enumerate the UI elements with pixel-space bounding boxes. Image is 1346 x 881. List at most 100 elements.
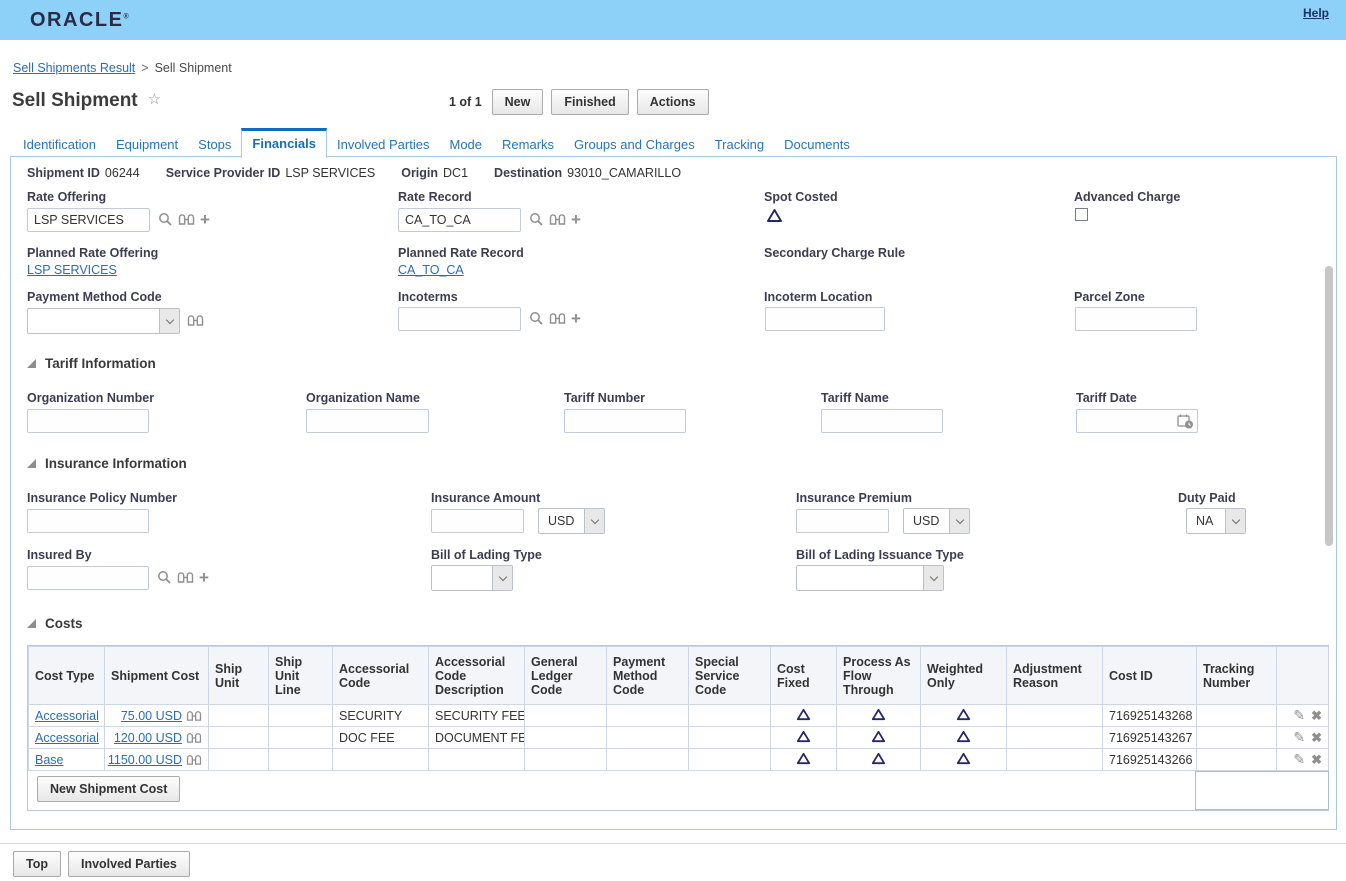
finished-button[interactable]: Finished	[551, 89, 629, 115]
spot-costed-tri-state-icon[interactable]	[766, 208, 783, 223]
delete-icon[interactable]: ✖	[1311, 751, 1322, 767]
organization-name-label: Organization Name	[306, 391, 420, 405]
tariff-name-input[interactable]	[821, 409, 943, 433]
finder-icon[interactable]	[186, 732, 202, 744]
add-icon[interactable]: +	[571, 209, 581, 229]
organization-name-input[interactable]	[306, 409, 429, 433]
actions-button[interactable]: Actions	[636, 89, 709, 115]
insurance-policy-number-input[interactable]	[27, 509, 149, 533]
tab-documents[interactable]: Documents	[784, 137, 850, 152]
cost-fixed-tri-state-icon[interactable]	[796, 708, 811, 724]
chevron-down-icon[interactable]	[159, 309, 179, 333]
finder-icon[interactable]	[178, 213, 195, 226]
shipment-cost-link[interactable]: 1150.00 USD	[107, 752, 182, 767]
star-icon[interactable]: ☆	[147, 91, 162, 108]
weighted-only-tri-state-icon[interactable]	[956, 730, 971, 746]
parcel-zone-input[interactable]	[1075, 307, 1197, 331]
search-icon[interactable]	[158, 212, 173, 227]
top-button[interactable]: Top	[13, 851, 61, 877]
tab-remarks[interactable]: Remarks	[502, 137, 555, 152]
collapse-triangle-icon[interactable]	[27, 459, 36, 468]
collapse-triangle-icon[interactable]	[27, 619, 36, 628]
flow-through-tri-state-icon[interactable]	[871, 752, 886, 768]
payment-method-code-select[interactable]	[27, 308, 180, 334]
search-icon[interactable]	[157, 570, 172, 585]
tab-involved-parties[interactable]: Involved Parties	[336, 137, 430, 152]
flow-through-tri-state-icon[interactable]	[871, 708, 886, 724]
finder-icon[interactable]	[186, 754, 202, 766]
search-icon[interactable]	[529, 311, 544, 326]
delete-icon[interactable]: ✖	[1311, 707, 1322, 723]
insurance-amount-currency-select[interactable]: USD	[538, 508, 605, 534]
insurance-section-header[interactable]: Insurance Information	[27, 456, 187, 471]
add-icon[interactable]: +	[571, 308, 581, 328]
breadcrumb-link-sell-shipments-result[interactable]: Sell Shipments Result	[13, 61, 136, 75]
collapse-triangle-icon[interactable]	[27, 359, 36, 368]
incoterms-input[interactable]	[398, 307, 521, 331]
cost-type-link[interactable]: Accessorial	[35, 708, 99, 723]
new-shipment-cost-button[interactable]: New Shipment Cost	[37, 776, 181, 802]
tab-financials[interactable]: Financials	[241, 128, 327, 158]
incoterm-location-input[interactable]	[765, 307, 885, 331]
edit-icon[interactable]: ✎	[1293, 729, 1306, 745]
tab-groups-and-charges[interactable]: Groups and Charges	[574, 137, 695, 152]
chevron-down-icon[interactable]	[923, 566, 943, 590]
tab-mode[interactable]: Mode	[449, 137, 483, 152]
planned-rate-offering-link[interactable]: LSP SERVICES	[27, 263, 117, 277]
rate-offering-input[interactable]	[27, 208, 150, 232]
table-footer-box	[1195, 771, 1329, 810]
tab-stops[interactable]: Stops	[198, 137, 232, 152]
tab-equipment[interactable]: Equipment	[116, 137, 179, 152]
finder-icon[interactable]	[549, 213, 566, 226]
calendar-icon[interactable]	[1177, 413, 1194, 429]
vertical-scrollbar[interactable]	[1325, 266, 1333, 546]
weighted-only-tri-state-icon[interactable]	[956, 708, 971, 724]
cost-type-link[interactable]: Accessorial	[35, 730, 99, 745]
organization-number-input[interactable]	[27, 409, 149, 433]
insurance-premium-input[interactable]	[796, 509, 889, 533]
add-icon[interactable]: +	[199, 567, 209, 587]
edit-icon[interactable]: ✎	[1293, 707, 1306, 723]
planned-rate-record-link[interactable]: CA_TO_CA	[398, 263, 464, 277]
help-link[interactable]: Help	[1302, 6, 1329, 20]
bill-of-lading-issuance-type-select[interactable]	[796, 565, 944, 591]
chevron-down-icon[interactable]	[1225, 509, 1245, 533]
chevron-down-icon[interactable]	[492, 566, 512, 590]
cost-type-link[interactable]: Base	[35, 752, 64, 767]
finder-icon[interactable]	[186, 710, 202, 722]
shipment-cost-link[interactable]: 120.00 USD	[113, 730, 182, 745]
insured-by-input[interactable]	[27, 566, 149, 590]
bill-of-lading-type-select[interactable]	[431, 565, 513, 591]
tab-identification[interactable]: Identification	[23, 137, 96, 152]
finder-icon[interactable]	[549, 312, 566, 325]
chevron-down-icon[interactable]	[584, 509, 604, 533]
advanced-charge-checkbox[interactable]	[1075, 208, 1088, 221]
tariff-section-header[interactable]: Tariff Information	[27, 356, 156, 371]
col-shipment-cost: Shipment Cost	[104, 646, 209, 705]
search-icon[interactable]	[529, 212, 544, 227]
tariff-number-input[interactable]	[564, 409, 686, 433]
finder-icon[interactable]	[177, 571, 194, 584]
cost-fixed-tri-state-icon[interactable]	[796, 752, 811, 768]
weighted-only-tri-state-icon[interactable]	[956, 752, 971, 768]
insured-by-label: Insured By	[27, 548, 92, 562]
top-bar: ORACLE® Help	[0, 0, 1346, 40]
tab-tracking[interactable]: Tracking	[714, 137, 765, 152]
finder-icon[interactable]	[187, 314, 204, 327]
involved-parties-button[interactable]: Involved Parties	[67, 851, 190, 877]
insurance-premium-currency-select[interactable]: USD	[903, 508, 970, 534]
new-button[interactable]: New	[491, 89, 544, 115]
service-provider-value: LSP SERVICES	[285, 166, 376, 180]
rate-record-input[interactable]	[398, 208, 521, 232]
shipment-cost-link[interactable]: 75.00 USD	[120, 708, 182, 723]
duty-paid-select[interactable]: NA	[1186, 508, 1246, 534]
edit-icon[interactable]: ✎	[1293, 751, 1306, 767]
spot-costed-label: Spot Costed	[764, 190, 838, 204]
delete-icon[interactable]: ✖	[1311, 729, 1322, 745]
insurance-amount-input[interactable]	[431, 509, 524, 533]
cost-fixed-tri-state-icon[interactable]	[796, 730, 811, 746]
add-icon[interactable]: +	[200, 209, 210, 229]
chevron-down-icon[interactable]	[949, 509, 969, 533]
costs-section-header[interactable]: Costs	[27, 616, 83, 631]
flow-through-tri-state-icon[interactable]	[871, 730, 886, 746]
